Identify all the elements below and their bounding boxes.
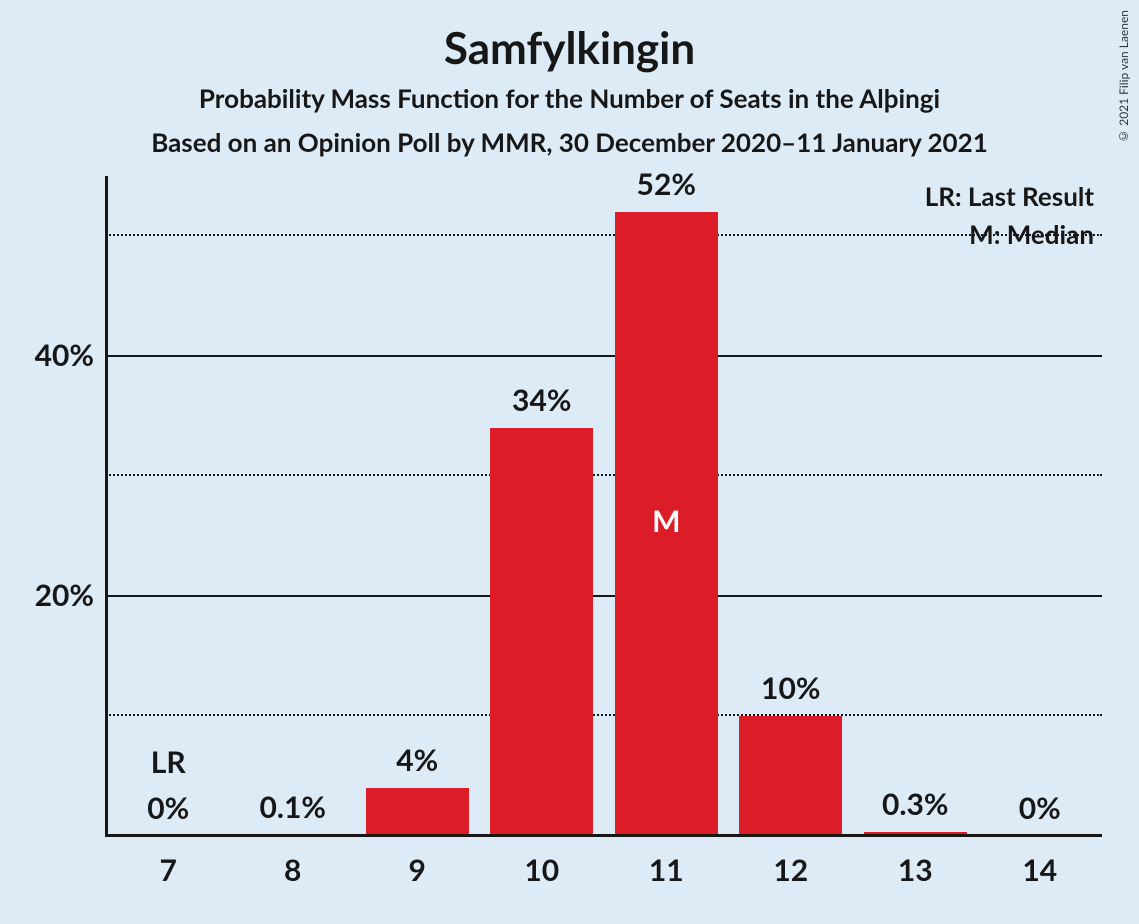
x-axis-label: 11 bbox=[604, 852, 729, 888]
gridline-minor bbox=[106, 474, 1102, 476]
x-axis-label: 9 bbox=[355, 852, 480, 888]
legend-last-result: LR: Last Result bbox=[925, 180, 1094, 212]
median-marker: M bbox=[615, 503, 718, 539]
x-axis-label: 13 bbox=[853, 852, 978, 888]
bar bbox=[366, 788, 469, 836]
x-axis-label: 8 bbox=[231, 852, 356, 888]
gridline-minor bbox=[106, 234, 1102, 236]
bar-value-label: 0% bbox=[978, 790, 1103, 826]
copyright-text: © 2021 Filip van Laenen bbox=[1116, 10, 1131, 144]
y-axis bbox=[105, 176, 108, 837]
gridline-major bbox=[106, 595, 1102, 597]
bar-value-label: 34% bbox=[480, 382, 605, 418]
bar-value-label: 10% bbox=[729, 670, 854, 706]
x-axis-label: 12 bbox=[729, 852, 854, 888]
gridline-major bbox=[106, 355, 1102, 357]
last-result-marker: LR bbox=[106, 744, 231, 780]
gridline-minor bbox=[106, 714, 1102, 716]
y-axis-label: 40% bbox=[35, 337, 94, 373]
chart-plot-area: 0%LR0.1%4%34%52%M10%0.3%0%LR: Last Resul… bbox=[106, 176, 1102, 836]
x-axis-label: 7 bbox=[106, 852, 231, 888]
bar-value-label: 52% bbox=[604, 166, 729, 202]
bar-value-label: 0% bbox=[106, 790, 231, 826]
chart-subtitle-1: Probability Mass Function for the Number… bbox=[0, 82, 1139, 114]
bar bbox=[490, 428, 593, 836]
x-axis bbox=[106, 834, 1102, 837]
x-axis-label: 10 bbox=[480, 852, 605, 888]
y-axis-label: 20% bbox=[35, 577, 94, 613]
bar-value-label: 0.3% bbox=[853, 786, 978, 822]
chart-subtitle-2: Based on an Opinion Poll by MMR, 30 Dece… bbox=[0, 126, 1139, 158]
chart-title: Samfylkingin bbox=[0, 22, 1139, 74]
legend-median: M: Median bbox=[969, 218, 1094, 250]
bar-value-label: 0.1% bbox=[231, 789, 356, 825]
bar-value-label: 4% bbox=[355, 742, 480, 778]
bar bbox=[739, 716, 842, 836]
x-axis-label: 14 bbox=[978, 852, 1103, 888]
